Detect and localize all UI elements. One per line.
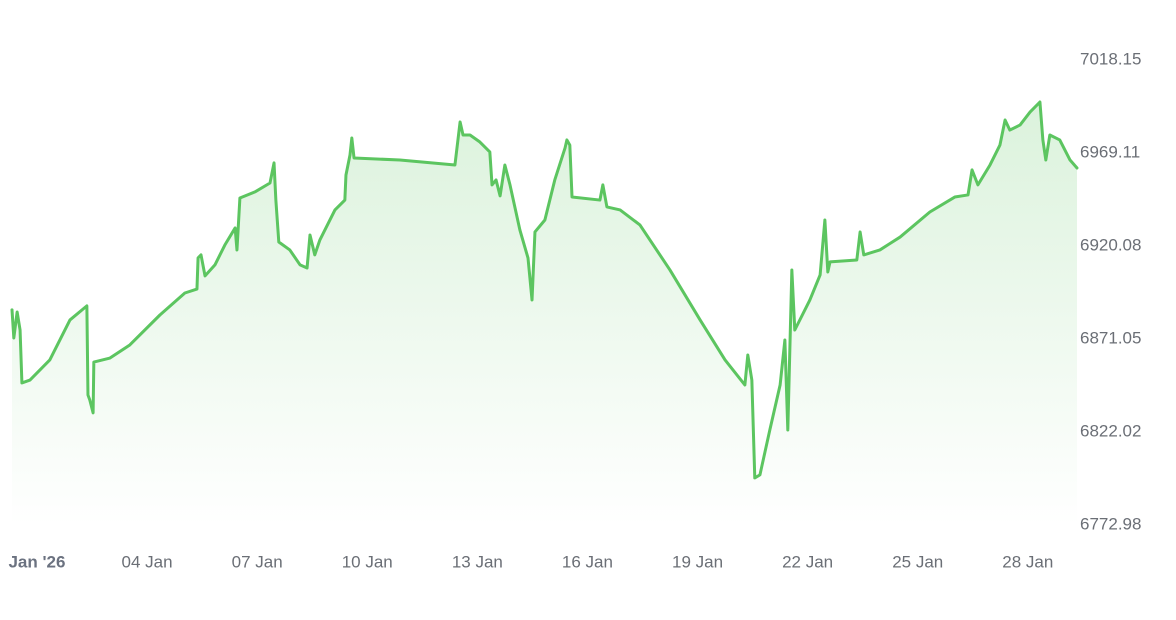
- x-tick-label: 04 Jan: [122, 552, 173, 571]
- x-tick-label: Jan '26: [8, 552, 65, 571]
- y-tick-label: 6822.02: [1080, 421, 1141, 440]
- x-tick-label: 25 Jan: [892, 552, 943, 571]
- y-tick-label: 6920.08: [1080, 235, 1141, 254]
- area-fill: [12, 102, 1077, 525]
- x-tick-label: 13 Jan: [452, 552, 503, 571]
- price-line: [10, 100, 1079, 480]
- y-tick-label: 7018.15: [1080, 49, 1141, 68]
- y-tick-label: 6772.98: [1080, 514, 1141, 533]
- x-tick-label: 10 Jan: [342, 552, 393, 571]
- y-tick-label: 6969.11: [1080, 142, 1140, 161]
- x-tick-label: 28 Jan: [1002, 552, 1053, 571]
- x-tick-label: 19 Jan: [672, 552, 723, 571]
- x-tick-label: 22 Jan: [782, 552, 833, 571]
- y-tick-label: 6871.05: [1080, 328, 1141, 347]
- x-tick-label: 07 Jan: [232, 552, 283, 571]
- x-tick-label: 16 Jan: [562, 552, 613, 571]
